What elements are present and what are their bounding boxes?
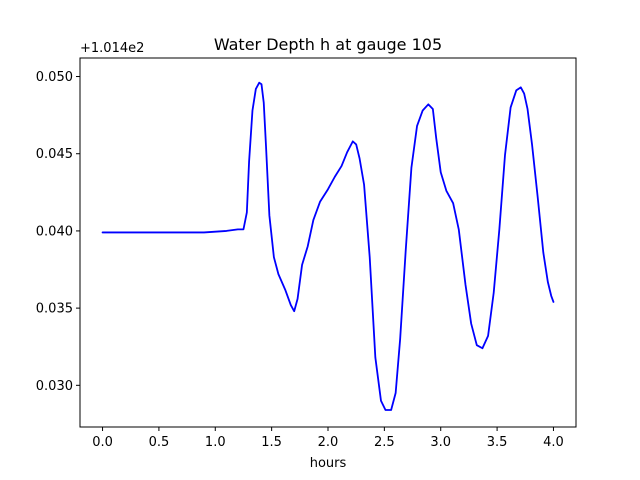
x-tick-label: 3.0 (430, 435, 451, 450)
chart-title: Water Depth h at gauge 105 (214, 35, 442, 54)
x-tick-label: 2.0 (318, 435, 339, 450)
y-tick-label: 0.035 (36, 302, 73, 317)
x-tick-label: 0.0 (92, 435, 113, 450)
x-tick-label: 1.5 (261, 435, 282, 450)
y-axis: 0.030 0.035 0.040 0.045 0.050 (36, 70, 80, 394)
y-offset-text: +1.014e2 (80, 41, 144, 56)
y-tick-label: 0.040 (36, 224, 73, 239)
y-tick-label: 0.030 (36, 379, 73, 394)
x-axis-label: hours (310, 456, 347, 471)
x-tick-label: 1.0 (205, 435, 226, 450)
x-axis: 0.0 0.5 1.0 1.5 2.0 2.5 3.0 3.5 4.0 (92, 427, 564, 450)
y-tick-label: 0.050 (36, 70, 73, 85)
x-tick-label: 4.0 (543, 435, 564, 450)
x-tick-label: 2.5 (374, 435, 395, 450)
x-tick-label: 3.5 (487, 435, 508, 450)
y-tick-label: 0.045 (36, 147, 73, 162)
plot-area (101, 81, 555, 411)
x-tick-label: 0.5 (149, 435, 170, 450)
series-line (101, 81, 555, 411)
